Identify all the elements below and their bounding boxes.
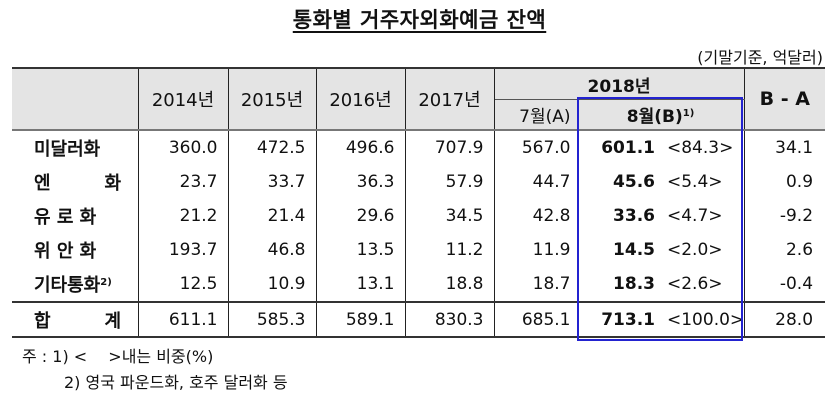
col-august: 8월(B)1)	[577, 99, 745, 130]
cell: 46.8	[228, 233, 317, 267]
row-label: 위 안 화	[12, 233, 139, 267]
cell-diff: -9.2	[779, 206, 814, 226]
cell: 13.5	[316, 233, 406, 267]
deposit-table: 2014년 2015년 2016년 2017년 2018년 B - A 7월(A…	[12, 67, 826, 338]
cell: 21.2	[138, 199, 229, 233]
cell-share: <2.0>	[667, 233, 745, 267]
row-label: 기타통화2)	[12, 267, 139, 302]
cell-aug: 33.6	[613, 206, 655, 226]
cell: 11.2	[405, 233, 495, 267]
col-2014: 2014년	[138, 68, 229, 130]
cell: 23.7	[138, 165, 229, 199]
page-title: 통화별 거주자외화예금 잔액	[292, 8, 547, 32]
cell-share: <2.6>	[667, 267, 745, 302]
cell: 193.7	[138, 233, 229, 267]
row-label: 유 로 화	[12, 199, 139, 233]
unit-label: (기말기준, 억달러)	[697, 48, 823, 67]
cell-share: <4.7>	[667, 199, 745, 233]
cell: 707.9	[405, 130, 495, 165]
cell-diff: 2.6	[785, 240, 814, 260]
cell: 567.0	[494, 130, 578, 165]
cell-aug: 601.1	[601, 138, 655, 158]
cell-share: <5.4>	[667, 165, 745, 199]
cell: 10.9	[228, 267, 317, 302]
cell-aug: 45.6	[613, 172, 655, 192]
cell: 44.7	[494, 165, 578, 199]
cell-diff: -0.4	[779, 274, 814, 294]
table-row: 유 로 화 21.2 21.4 29.6 34.5 42.8 33.6 <4.7…	[12, 199, 825, 233]
corner-cell	[12, 68, 139, 130]
col-2017: 2017년	[405, 68, 495, 130]
table-row: 엔 화 23.7 33.7 36.3 57.9 44.7 45.6 <5.4> …	[12, 165, 825, 199]
row-label: 엔 화	[12, 165, 139, 199]
cell-aug: 713.1	[577, 301, 667, 337]
col-july: 7월(A)	[494, 99, 578, 130]
cell: 585.3	[228, 301, 317, 337]
cell: 57.9	[405, 165, 495, 199]
col-2016: 2016년	[316, 68, 406, 130]
cell: 685.1	[494, 301, 578, 337]
cell-share: <100.0>	[667, 301, 745, 337]
cell: 36.3	[316, 165, 406, 199]
cell: 33.7	[228, 165, 317, 199]
cell: 830.3	[405, 301, 495, 337]
table-row: 미달러화 360.0 472.5 496.6 707.9 567.0 601.1…	[12, 130, 825, 165]
total-row: 합 계 611.1 585.3 589.1 830.3 685.1 713.1 …	[12, 301, 826, 337]
cell: 11.9	[494, 233, 578, 267]
col-2018: 2018년	[494, 68, 745, 100]
cell: 18.7	[494, 267, 578, 302]
cell: 496.6	[316, 130, 406, 165]
cell: 13.1	[316, 267, 406, 302]
row-label: 합 계	[12, 301, 139, 337]
footnote-2: 2) 영국 파운드화, 호주 달러화 등	[64, 373, 288, 392]
cell: 21.4	[228, 199, 317, 233]
table-row: 위 안 화 193.7 46.8 13.5 11.2 11.9 14.5 <2.…	[12, 233, 825, 267]
cell-share: <84.3>	[667, 130, 745, 165]
cell-diff: 34.1	[775, 138, 814, 158]
cell-aug: 14.5	[613, 240, 655, 260]
footnotes: 주 : 1) < >내는 비중(%) 2) 영국 파운드화, 호주 달러화 등	[22, 344, 288, 396]
cell: 472.5	[228, 130, 317, 165]
cell-aug: 18.3	[613, 274, 655, 294]
table-row: 기타통화2) 12.5 10.9 13.1 18.8 18.7 18.3 <2.…	[12, 267, 825, 302]
row-label: 미달러화	[12, 130, 139, 165]
cell-diff: 0.9	[785, 172, 814, 192]
cell-diff: 28.0	[744, 301, 826, 337]
col-diff: B - A	[744, 68, 826, 130]
cell: 18.8	[405, 267, 495, 302]
col-2015: 2015년	[228, 68, 317, 130]
cell: 34.5	[405, 199, 495, 233]
cell: 589.1	[316, 301, 406, 337]
cell: 360.0	[138, 130, 229, 165]
cell: 12.5	[138, 267, 229, 302]
cell: 42.8	[494, 199, 578, 233]
cell: 611.1	[138, 301, 229, 337]
cell: 29.6	[316, 199, 406, 233]
footnote-1: 주 : 1) < >내는 비중(%)	[22, 347, 214, 366]
